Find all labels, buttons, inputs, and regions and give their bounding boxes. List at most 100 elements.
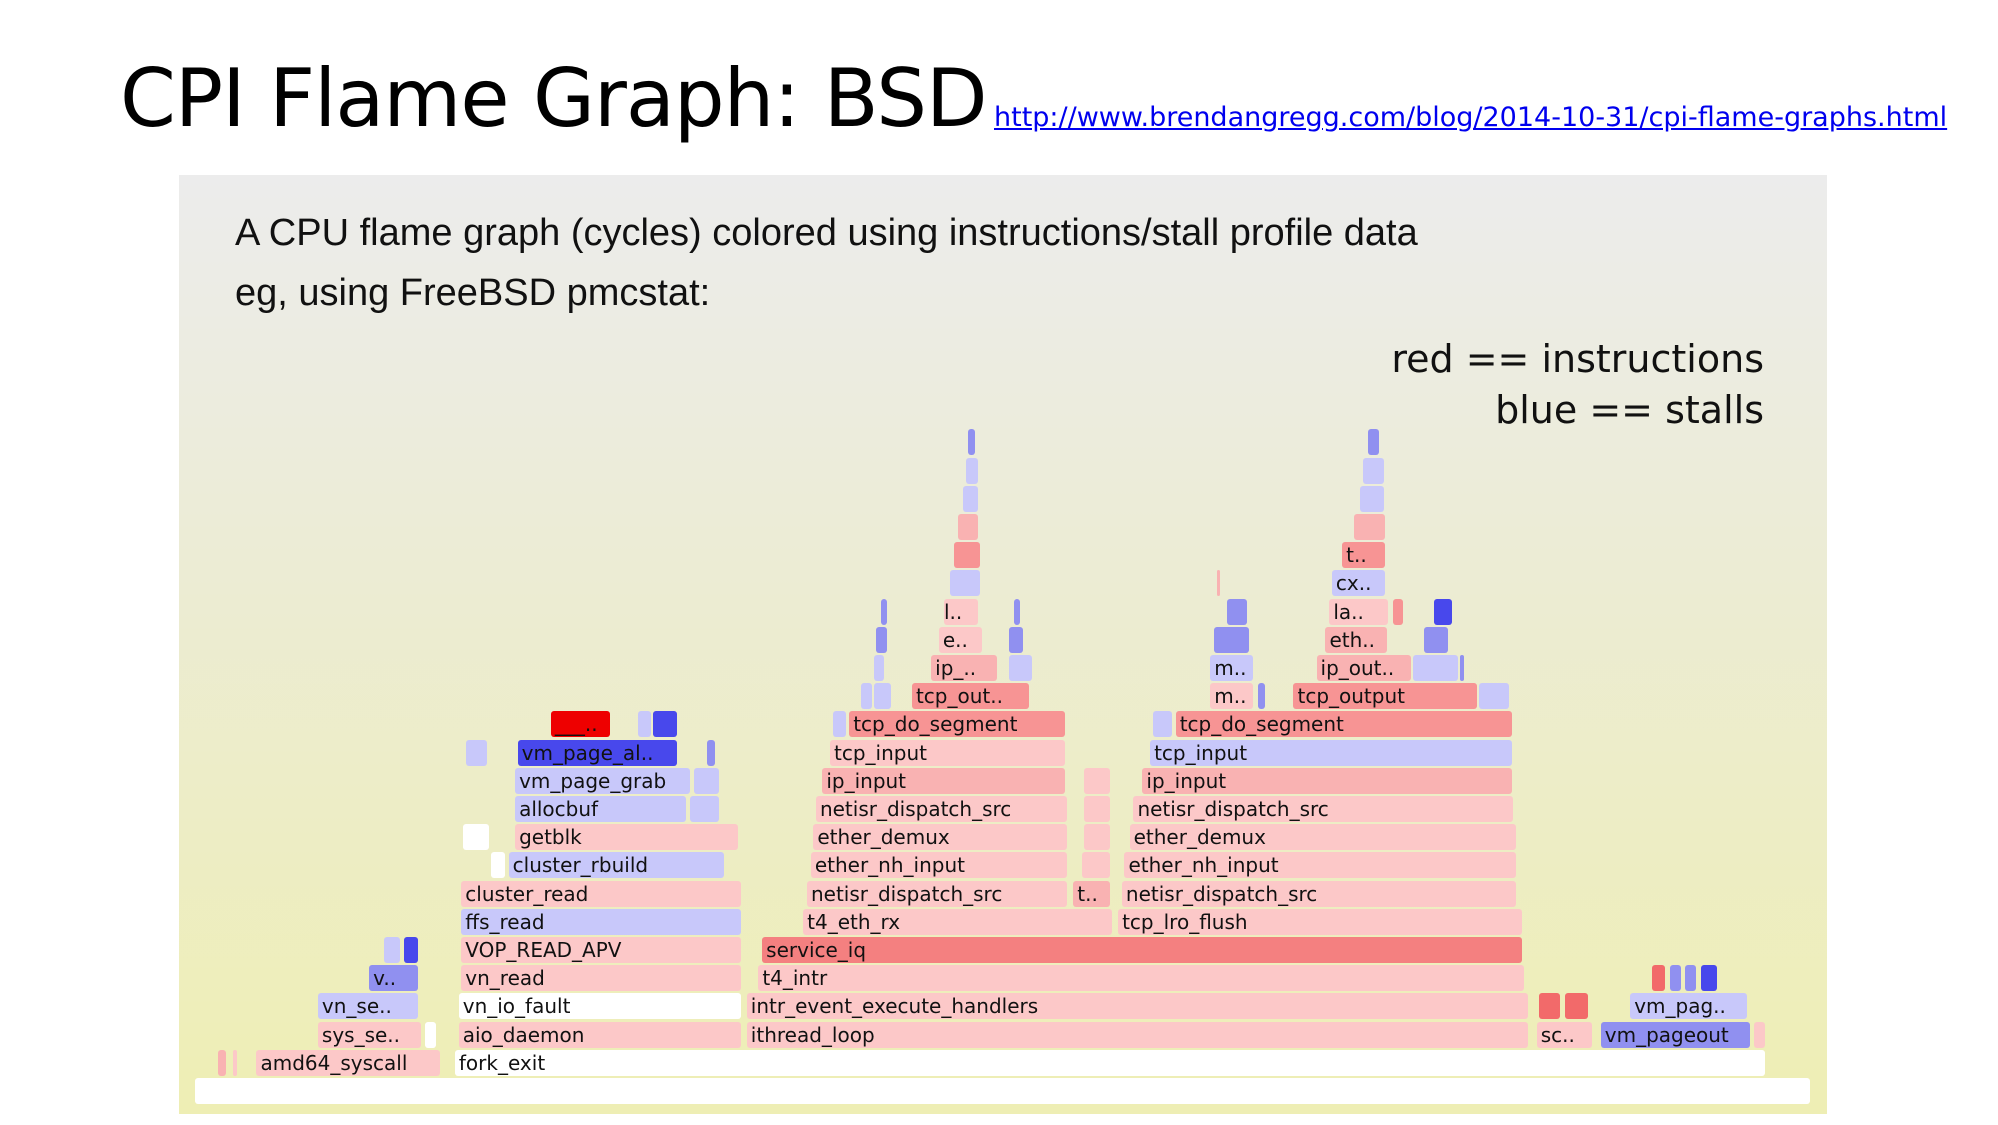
flame-frame-vm-pageout[interactable]: vm_pageout bbox=[1600, 1021, 1750, 1048]
flame-frame[interactable] bbox=[873, 683, 891, 710]
flame-frame[interactable] bbox=[694, 767, 720, 794]
flame-frame[interactable] bbox=[1082, 852, 1110, 879]
flame-frame-ip[interactable]: ip_.. bbox=[931, 655, 997, 681]
flame-frame[interactable] bbox=[832, 711, 846, 738]
flame-frame-vn-io-fault[interactable]: vn_io_fault bbox=[458, 993, 741, 1020]
flame-frame-cluster-rbuild[interactable]: cluster_rbuild bbox=[508, 852, 725, 879]
flame-frame-e[interactable]: e.. bbox=[938, 626, 982, 653]
flame-frame[interactable] bbox=[1479, 683, 1510, 710]
flame-frame[interactable] bbox=[1362, 457, 1384, 484]
flame-frame-tcp-input[interactable]: tcp_input bbox=[1150, 739, 1512, 766]
flame-frame-ether-demux[interactable]: ether_demux bbox=[813, 824, 1068, 851]
flame-frame-eth[interactable]: eth.. bbox=[1325, 626, 1388, 653]
flame-frame-[interactable]: ___.. bbox=[550, 711, 611, 738]
flame-frame-tcp-lro-flush[interactable]: tcp_lro_flush bbox=[1118, 908, 1522, 935]
flame-frame[interactable] bbox=[1009, 655, 1032, 681]
flame-frame-ip-input[interactable]: ip_input bbox=[1142, 767, 1512, 794]
flame-frame[interactable] bbox=[1214, 626, 1250, 653]
flame-frame[interactable] bbox=[1367, 429, 1379, 456]
flame-frame-t4-eth-rx[interactable]: t4_eth_rx bbox=[803, 908, 1113, 935]
flame-frame[interactable] bbox=[1412, 655, 1458, 681]
flame-frame-tcp-do-segment[interactable]: tcp_do_segment bbox=[849, 711, 1065, 738]
flame-frame-vm-page-grab[interactable]: vm_page_grab bbox=[515, 767, 690, 794]
flame-frame-getblk[interactable]: getblk bbox=[515, 824, 739, 851]
flame-frame[interactable] bbox=[690, 796, 720, 822]
flame-frame-allocbuf[interactable]: allocbuf bbox=[515, 796, 686, 822]
flame-frame-ether-demux[interactable]: ether_demux bbox=[1129, 824, 1516, 851]
flame-frame[interactable] bbox=[637, 711, 652, 738]
flame-frame[interactable] bbox=[653, 711, 677, 738]
flame-frame[interactable] bbox=[1009, 626, 1023, 653]
flame-frame[interactable] bbox=[425, 1021, 437, 1048]
flame-frame-netisr-dispatch-src[interactable]: netisr_dispatch_src bbox=[815, 796, 1068, 822]
flame-frame-tcp-do-segment[interactable]: tcp_do_segment bbox=[1175, 711, 1512, 738]
flame-frame[interactable] bbox=[1754, 1021, 1766, 1048]
flame-frame[interactable] bbox=[1360, 485, 1384, 512]
flame-frame-vm-page-al[interactable]: vm_page_al.. bbox=[517, 739, 677, 766]
flame-frame-m[interactable]: m.. bbox=[1210, 683, 1254, 710]
flame-frame-la[interactable]: la.. bbox=[1329, 598, 1388, 625]
flame-frame-intr-event-execute-handlers[interactable]: intr_event_execute_handlers bbox=[746, 993, 1529, 1020]
flame-frame-m[interactable]: m.. bbox=[1210, 655, 1254, 681]
flame-frame[interactable] bbox=[1393, 598, 1403, 625]
flame-frame[interactable] bbox=[218, 1049, 227, 1076]
flame-frame-vm-pag[interactable]: vm_pag.. bbox=[1630, 993, 1748, 1020]
flame-frame[interactable] bbox=[1669, 965, 1681, 992]
flame-frame-ffs-read[interactable]: ffs_read bbox=[461, 908, 741, 935]
flame-frame-ether-nh-input[interactable]: ether_nh_input bbox=[1124, 852, 1516, 879]
flame-frame[interactable] bbox=[1564, 993, 1589, 1020]
flame-frame-l[interactable]: l.. bbox=[943, 598, 978, 625]
flame-frame[interactable] bbox=[954, 542, 981, 569]
flame-frame[interactable] bbox=[963, 485, 978, 512]
flame-frame[interactable] bbox=[968, 429, 976, 456]
flame-frame[interactable] bbox=[1424, 626, 1448, 653]
flame-frame[interactable] bbox=[195, 1078, 1810, 1104]
flame-frame-ithread-loop[interactable]: ithread_loop bbox=[746, 1021, 1529, 1048]
flame-frame[interactable] bbox=[466, 739, 488, 766]
flame-frame-tcp-out[interactable]: tcp_out.. bbox=[911, 683, 1030, 710]
flame-frame-aio-daemon[interactable]: aio_daemon bbox=[458, 1021, 741, 1048]
flame-frame[interactable] bbox=[490, 852, 506, 879]
flame-frame-netisr-dispatch-src[interactable]: netisr_dispatch_src bbox=[1121, 880, 1516, 907]
flame-frame-v[interactable]: v.. bbox=[369, 965, 419, 992]
flame-frame[interactable] bbox=[1083, 767, 1110, 794]
flame-frame[interactable] bbox=[1083, 824, 1110, 851]
flame-frame[interactable] bbox=[707, 739, 716, 766]
flame-frame[interactable] bbox=[1152, 711, 1173, 738]
flame-frame-cluster-read[interactable]: cluster_read bbox=[461, 880, 741, 907]
flame-frame-ether-nh-input[interactable]: ether_nh_input bbox=[810, 852, 1068, 879]
flame-frame[interactable] bbox=[958, 514, 978, 540]
flame-frame[interactable] bbox=[462, 824, 489, 851]
flame-frame-cx[interactable]: cx.. bbox=[1331, 570, 1385, 597]
flame-frame[interactable] bbox=[1459, 655, 1465, 681]
flame-frame[interactable] bbox=[965, 457, 978, 484]
flame-frame[interactable] bbox=[950, 570, 981, 597]
flame-frame[interactable] bbox=[384, 937, 401, 963]
flame-frame-vop-read-apv[interactable]: VOP_READ_APV bbox=[461, 937, 741, 963]
flame-frame-amd64-syscall[interactable]: amd64_syscall bbox=[256, 1049, 441, 1076]
flame-frame[interactable] bbox=[1685, 965, 1697, 992]
flame-frame-vn-se[interactable]: vn_se.. bbox=[317, 993, 419, 1020]
flame-frame-tcp-output[interactable]: tcp_output bbox=[1293, 683, 1478, 710]
flame-frame[interactable] bbox=[403, 937, 419, 963]
flame-frame[interactable] bbox=[1434, 598, 1452, 625]
flame-frame-fork-exit[interactable]: fork_exit bbox=[454, 1049, 1766, 1076]
flame-frame[interactable] bbox=[1539, 993, 1561, 1020]
flame-frame[interactable] bbox=[860, 683, 872, 710]
blog-link[interactable]: http://www.brendangregg.com/blog/2014-10… bbox=[994, 102, 1948, 133]
flame-frame-sc[interactable]: sc.. bbox=[1536, 1021, 1593, 1048]
flame-frame[interactable] bbox=[1700, 965, 1717, 992]
flame-frame[interactable] bbox=[233, 1049, 237, 1076]
flame-frame[interactable] bbox=[1083, 796, 1110, 822]
flame-frame-netisr-dispatch-src[interactable]: netisr_dispatch_src bbox=[1133, 796, 1513, 822]
flame-frame[interactable] bbox=[873, 655, 885, 681]
flame-frame[interactable] bbox=[1216, 570, 1220, 597]
flame-frame[interactable] bbox=[1014, 598, 1021, 625]
flame-frame[interactable] bbox=[1353, 514, 1385, 540]
flame-frame[interactable] bbox=[876, 626, 887, 653]
flame-frame[interactable] bbox=[1226, 598, 1247, 625]
flame-frame-sys-se[interactable]: sys_se.. bbox=[317, 1021, 421, 1048]
flame-frame-t[interactable]: t.. bbox=[1342, 542, 1385, 569]
flame-frame-ip-out[interactable]: ip_out.. bbox=[1316, 655, 1411, 681]
flame-frame-t4-intr[interactable]: t4_intr bbox=[758, 965, 1525, 992]
